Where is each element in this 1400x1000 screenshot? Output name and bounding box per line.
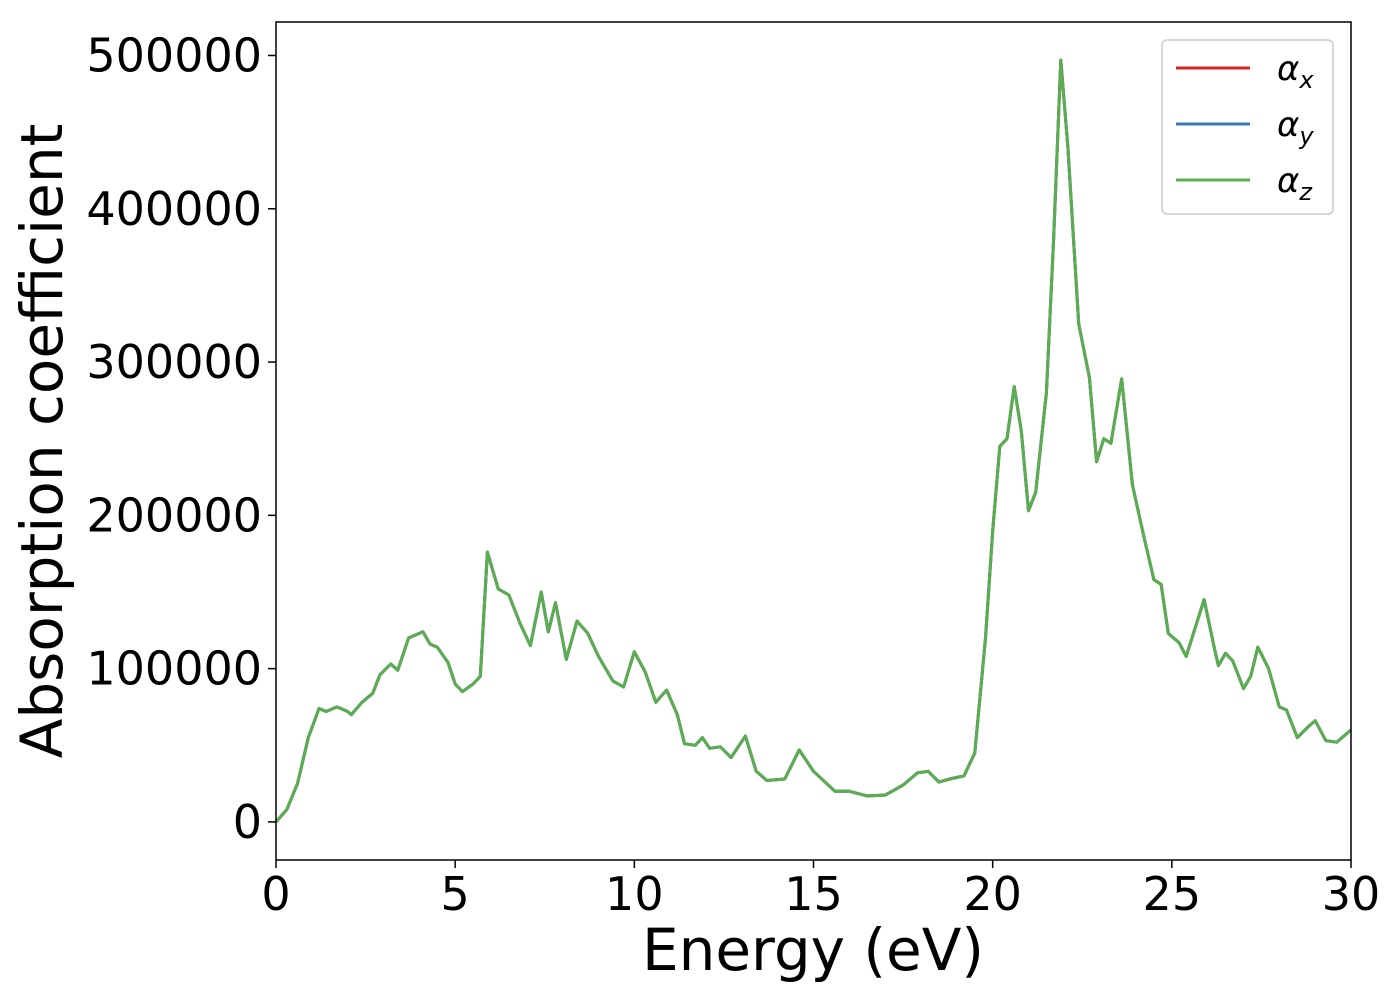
x-tick-label: 20: [963, 867, 1022, 921]
x-tick-label: 10: [605, 867, 664, 921]
legend-box: [1161, 39, 1334, 215]
y-tick-label: 300000: [86, 335, 262, 389]
y-tick-label: 200000: [86, 488, 262, 542]
y-tick-label: 100000: [86, 642, 262, 696]
y-tick-label: 400000: [86, 182, 262, 236]
x-tick-label: 25: [1143, 867, 1202, 921]
x-tick-label: 0: [261, 867, 290, 921]
legend-label: αy: [1277, 105, 1314, 150]
y-tick-label: 500000: [86, 28, 262, 82]
x-tick-label: 30: [1322, 867, 1381, 921]
x-tick-label: 5: [441, 867, 470, 921]
data-line: [274, 58, 1352, 823]
x-tick-label: 15: [784, 867, 843, 921]
plot-frame: [275, 21, 1352, 861]
y-axis-label: Absorption coefficient: [8, 124, 76, 759]
legend-label: αz: [1277, 161, 1313, 206]
x-axis-label: Energy (eV): [642, 916, 984, 984]
legend-label: αx: [1277, 49, 1314, 94]
y-tick-label: 0: [233, 795, 262, 849]
